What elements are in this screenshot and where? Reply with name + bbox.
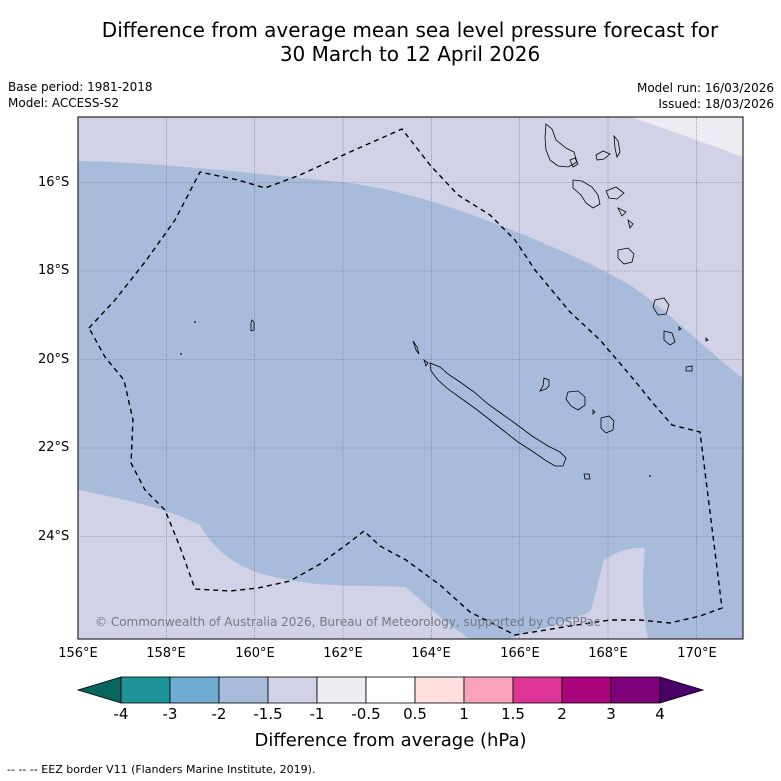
island-tiga [592,409,596,415]
lon-tick-160e: 160°E [235,646,275,661]
lat-tick-16s: 16°S [38,175,70,190]
colorbar-segment [365,676,416,704]
island-aniwa [678,326,682,331]
colorbar-segment [316,676,367,704]
issued-label: Issued: 18/03/2026 [658,97,774,111]
colorbar-segment [218,676,269,704]
colorbar-extend-left [76,676,122,704]
island-walpole [583,473,591,480]
map-area [78,117,743,639]
coastlines [180,123,709,480]
colorbar-segment [512,676,563,704]
island-chesterfield [250,319,255,332]
lat-tick-24s: 24°S [38,529,70,544]
copyright-notice: © Commonwealth of Australia 2026, Bureau… [95,615,601,629]
colorbar-tick-label: -1.5 [253,705,283,723]
island-espiritu-santo [544,123,578,168]
lon-tick-166e: 166°E [500,646,540,661]
title-line-2: 30 March to 12 April 2026 [279,42,541,66]
map-title: Difference from average mean sea level p… [0,18,781,66]
colorbar [76,676,705,704]
island-belep [412,340,420,355]
graticule [78,117,743,639]
lat-tick-20s: 20°S [38,352,70,367]
meta-left: Base period: 1981-2018 Model: ACCESS-S2 [8,79,153,111]
reef-dot-2 [180,353,182,355]
map-frame [77,116,744,640]
island-tanna [663,330,676,346]
colorbar-extend-right [659,676,705,704]
reef-dot-1 [194,321,196,323]
island-small-nw [423,358,429,367]
island-aneityum [685,365,693,372]
island-efate [617,247,635,265]
lon-tick-156e: 156°E [58,646,98,661]
eez-border [88,128,723,636]
colorbar-tick-label: -3 [162,705,178,723]
colorbar-segment [267,676,318,704]
colorbar-tick-label: -2 [211,705,227,723]
colorbar-tick-label: 2 [557,705,567,723]
colorbar-segment [169,676,220,704]
lon-tick-158e: 158°E [146,646,186,661]
colorbar-tick-label: 0.5 [403,705,427,723]
island-futuna [705,337,709,342]
colorbar-tick-label: -4 [113,705,129,723]
colorbar-tick-label: -0.5 [351,705,381,723]
island-shepherd [627,218,634,229]
lon-tick-164e: 164°E [411,646,451,661]
island-malekula [572,179,601,209]
lon-tick-168e: 168°E [588,646,628,661]
colorbar-segments [120,676,661,704]
colorbar-tick-label: 4 [655,705,665,723]
island-erromango [652,297,670,316]
island-ambae [595,150,611,161]
island-ambrym [605,186,625,200]
colorbar-segment [414,676,465,704]
lat-tick-22s: 22°S [38,440,70,455]
island-epi [617,207,627,217]
colorbar-segment [463,676,514,704]
lon-tick-162e: 162°E [323,646,363,661]
colorbar-tick-label: -1 [309,705,325,723]
colorbar-segment [610,676,661,704]
colorbar-segment [561,676,612,704]
colorbar-tick-label: 1.5 [501,705,525,723]
colorbar-segment [120,676,171,704]
colorbar-tick-label: 1 [459,705,469,723]
anomaly-band-lightest [630,117,743,157]
colorbar-title: Difference from average (hPa) [254,730,527,751]
eez-legend-note: -- -- -- EEZ border V11 (Flanders Marine… [7,763,316,776]
base-period-label: Base period: 1981-2018 [8,80,153,94]
anomaly-band-medium [78,161,743,639]
lon-tick-170e: 170°E [677,646,717,661]
island-mare [600,415,615,434]
island-malo [569,157,579,168]
island-maewo [613,134,621,159]
model-run-label: Model run: 16/03/2026 [636,81,774,95]
title-line-1: Difference from average mean sea level p… [101,18,719,42]
reef-dot-3 [649,475,651,477]
model-label: Model: ACCESS-S2 [8,96,120,110]
island-ouvea [539,377,550,392]
island-lifou [565,390,586,411]
lat-tick-18s: 18°S [38,263,70,278]
island-grande-terre [429,362,567,467]
colorbar-tick-label: 3 [606,705,616,723]
meta-right: Model run: 16/03/2026 Issued: 18/03/2026 [637,80,774,112]
